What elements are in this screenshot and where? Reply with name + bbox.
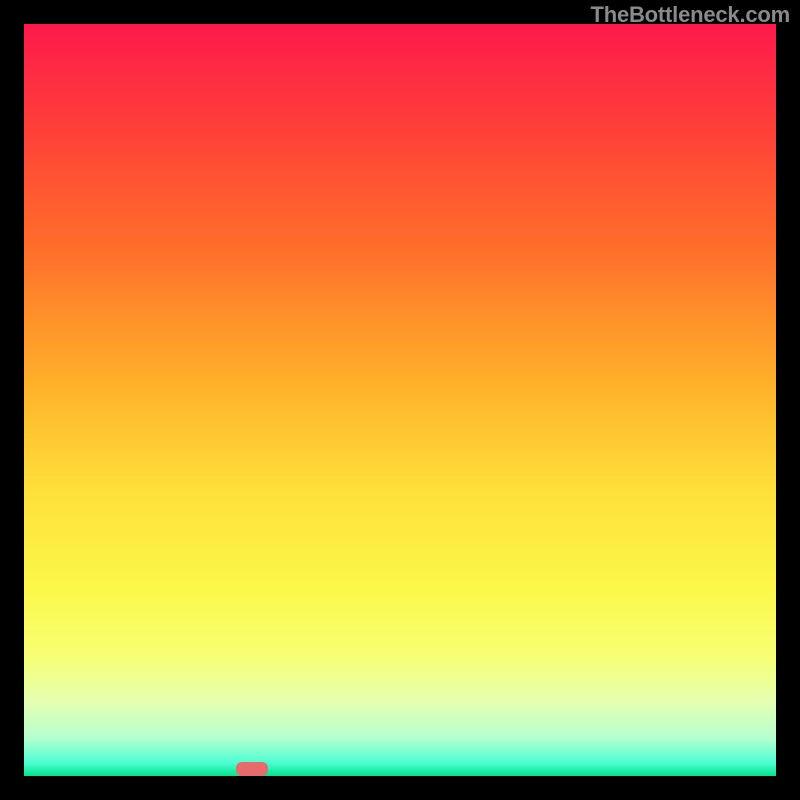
- gradient-background: [24, 24, 776, 776]
- vertex-marker: [236, 762, 268, 776]
- plot-area: [24, 24, 776, 776]
- chart-container: TheBottleneck.com: [0, 0, 800, 800]
- watermark-text: TheBottleneck.com: [590, 2, 790, 28]
